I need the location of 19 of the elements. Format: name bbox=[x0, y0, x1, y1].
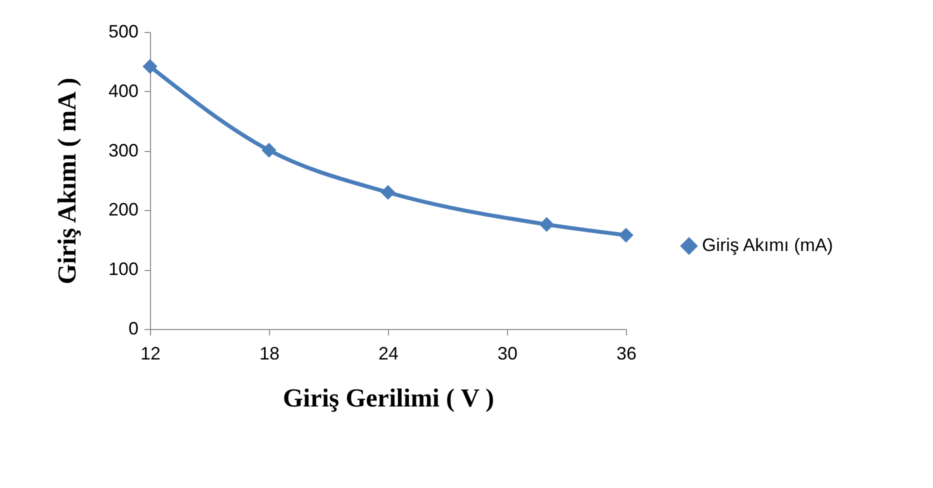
x-tick-label: 36 bbox=[616, 344, 637, 364]
x-axis-title: Giriş Gerilimi ( V ) bbox=[282, 384, 494, 412]
x-tick-label: 12 bbox=[140, 344, 161, 364]
legend-label: Giriş Akımı (mA) bbox=[702, 235, 833, 255]
x-tick-label: 18 bbox=[259, 344, 280, 364]
point bbox=[262, 142, 276, 158]
y-tick-label: 100 bbox=[108, 259, 138, 280]
point bbox=[142, 59, 158, 74]
y-tick-label: 400 bbox=[108, 80, 138, 101]
point bbox=[539, 217, 554, 232]
y-axis-title: Giriş Akımı ( mA ) bbox=[52, 78, 82, 284]
point bbox=[618, 228, 634, 243]
point bbox=[380, 184, 396, 200]
y-tick-label: 300 bbox=[108, 140, 138, 160]
y-tick-label: 200 bbox=[108, 200, 138, 220]
y-tick-label: 500 bbox=[108, 22, 138, 42]
x-tick-label: 30 bbox=[497, 344, 518, 364]
x-tick-label: 24 bbox=[378, 344, 399, 364]
y-tick-label: 0 bbox=[128, 318, 138, 338]
